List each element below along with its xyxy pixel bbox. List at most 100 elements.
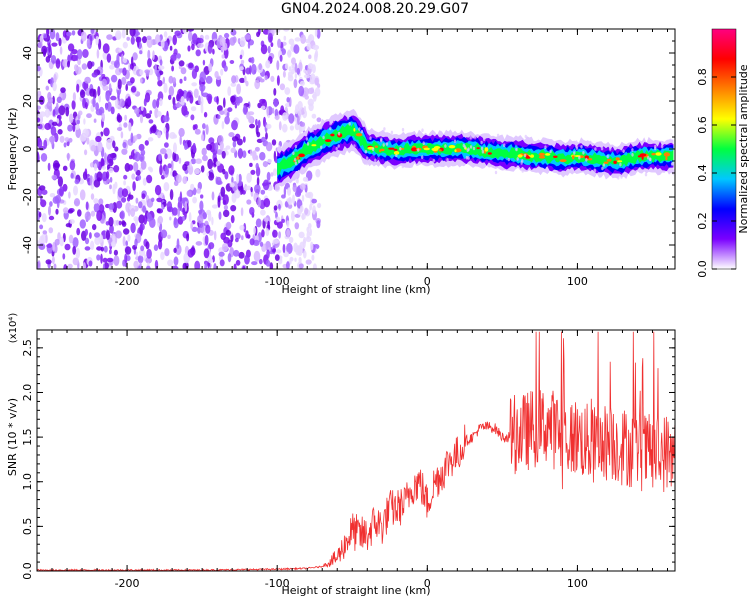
ridge-halo [496, 133, 500, 138]
noise-blob [258, 29, 261, 35]
noise-blob [164, 248, 170, 257]
ridge-halo [417, 148, 420, 152]
noise-blob [267, 32, 273, 43]
noise-blob [43, 33, 48, 39]
noise-blob [230, 95, 236, 103]
noise-blob [293, 78, 298, 89]
ridge-peak [559, 159, 567, 163]
ridge-halo [467, 147, 470, 151]
y-tick-label: 1.5 [21, 428, 34, 446]
ridge-peak [487, 152, 492, 155]
noise-blob [178, 157, 182, 164]
noise-blob [96, 246, 103, 251]
noise-blob [295, 178, 299, 184]
ridge-band-4 [277, 123, 674, 175]
ridge-peak [538, 155, 546, 159]
noise-blob [173, 217, 177, 226]
noise-blob [197, 37, 204, 44]
noise-blob [307, 63, 314, 70]
noise-blob [227, 253, 232, 263]
noise-blob [147, 137, 154, 142]
noise-blob [230, 205, 237, 212]
noise-blob [308, 54, 312, 60]
noise-blob [39, 95, 45, 105]
noise-blob [206, 209, 212, 216]
noise-blob [136, 174, 142, 181]
noise-blob [305, 38, 311, 44]
ridge-halo [631, 153, 634, 157]
noise-blob [157, 131, 162, 139]
noise-blob [265, 132, 268, 140]
ridge-peak [298, 153, 305, 158]
ridge-halo [643, 167, 647, 172]
ridge-peak [639, 153, 647, 157]
noise-blob [51, 256, 55, 265]
ridge-peak [525, 155, 529, 158]
noise-blob [163, 115, 170, 123]
ridge-halo [320, 145, 323, 150]
noise-blob [187, 164, 191, 172]
noise-blob [73, 198, 81, 207]
noise-blob [245, 230, 249, 239]
noise-blob [200, 133, 205, 141]
noise-blob [115, 230, 122, 239]
ridge-halo [524, 134, 527, 139]
noise-blob [224, 32, 230, 39]
noise-blob [167, 234, 171, 239]
noise-blob [114, 181, 118, 189]
noise-blob [109, 184, 112, 190]
noise-blob [108, 203, 115, 210]
ridge-halo [481, 149, 485, 154]
noise-blob [140, 160, 147, 170]
ridge-halo [377, 132, 381, 137]
noise-blob [161, 204, 164, 209]
noise-blob [288, 38, 295, 45]
noise-blob [157, 215, 164, 224]
noise-blob [249, 123, 255, 129]
noise-blob [130, 222, 136, 234]
noise-blob [164, 165, 169, 175]
noise-blob [110, 74, 118, 83]
ridge-halo [362, 120, 365, 124]
ridge-peak [651, 153, 656, 156]
noise-blob [80, 31, 87, 42]
noise-blob [129, 29, 136, 37]
noise-blob [105, 103, 108, 111]
noise-blob [239, 224, 245, 231]
noise-blob [207, 158, 214, 170]
noise-blob [59, 46, 63, 55]
ridge-halo [549, 149, 552, 154]
noise-blob [97, 86, 101, 97]
noise-blob [286, 228, 291, 238]
noise-blob [115, 30, 122, 40]
noise-blob [164, 153, 168, 160]
noise-blob [122, 57, 128, 64]
noise-blob [306, 43, 312, 51]
noise-blob [105, 90, 110, 102]
noise-blob [98, 38, 102, 50]
noise-blob [279, 54, 283, 62]
noise-blob [148, 119, 154, 124]
ridge-halo [401, 164, 404, 169]
noise-blob [121, 77, 127, 85]
noise-blob [156, 98, 160, 109]
noise-blob [116, 127, 123, 131]
noise-blob [298, 85, 305, 97]
noise-blob [110, 106, 115, 115]
colorbar-tick-label: 0.2 [696, 212, 709, 230]
noise-blob [147, 49, 151, 60]
noise-blob [208, 63, 213, 73]
noise-blob [258, 63, 263, 71]
noise-blob [146, 174, 153, 184]
noise-blob [96, 49, 100, 59]
noise-blob [228, 165, 235, 176]
ridge-peak [617, 160, 623, 163]
noise-blob [202, 59, 206, 66]
y-tick-label: -40 [21, 236, 34, 254]
noise-blob [163, 182, 170, 192]
ridge-halo [358, 127, 361, 131]
noise-blob [95, 109, 103, 116]
noise-blob [309, 228, 312, 237]
noise-blob [202, 212, 207, 220]
noise-blob [127, 122, 132, 132]
